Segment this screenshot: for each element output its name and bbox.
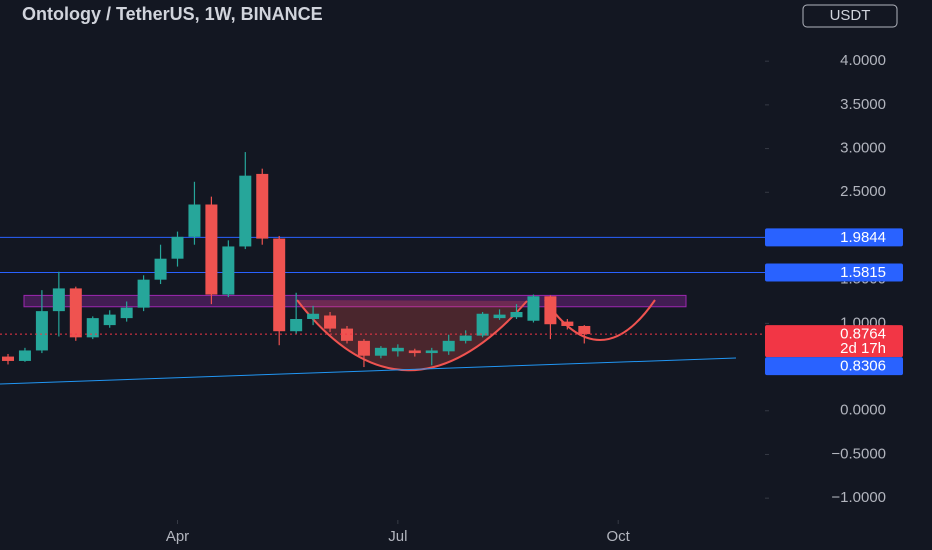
- x-tick-label: Oct: [607, 528, 631, 545]
- candle-body: [459, 335, 472, 341]
- y-tick-label: −1.0000: [831, 489, 886, 506]
- candle-body: [239, 175, 252, 247]
- candle-body: [290, 318, 303, 332]
- price-label: 1.5815: [840, 264, 886, 281]
- handle-curve: [544, 299, 656, 341]
- currency-button[interactable]: [802, 4, 898, 28]
- price-label: 1.9844: [840, 229, 886, 246]
- plot-area: Apr Jul Oct: [0, 152, 765, 545]
- trend-line: [0, 357, 737, 385]
- cup-fill: [297, 300, 527, 371]
- price-label-box: [765, 325, 903, 358]
- candle-body: [442, 340, 455, 352]
- candle-body: [256, 173, 269, 239]
- price-label-box: [765, 263, 903, 282]
- candle-body: [18, 350, 31, 361]
- y-tick-label: 0.0000: [840, 402, 886, 419]
- cup-curve: [296, 299, 528, 372]
- y-tick-label: 2.5000: [840, 183, 886, 200]
- candle-body: [324, 315, 337, 329]
- candle-body: [493, 314, 506, 319]
- y-tick-label: 4.0000: [840, 52, 886, 69]
- candle-body: [425, 350, 438, 354]
- y-tick-label: 3.5000: [840, 96, 886, 113]
- price-label: 0.8764: [840, 326, 886, 343]
- currency-label[interactable]: USDT: [830, 7, 871, 24]
- candle-body: [86, 318, 99, 338]
- x-tick-label: Apr: [166, 528, 189, 545]
- zone: [23, 294, 687, 308]
- chart-title: Ontology / TetherUS, 1W, BINANCE: [22, 4, 323, 24]
- price-label-box: [765, 228, 903, 247]
- y-tick-label: 3.0000: [840, 140, 886, 157]
- price-label: 0.8306: [840, 358, 886, 375]
- x-tick-label: Jul: [388, 528, 407, 545]
- candle-body: [273, 238, 286, 332]
- candle-body: [578, 325, 591, 335]
- candle-body: [120, 307, 133, 319]
- candle-body: [154, 258, 167, 280]
- candle-body: [374, 347, 387, 356]
- y-tick-label: −0.5000: [831, 445, 886, 462]
- candle-body: [391, 347, 404, 352]
- price-label-box: [765, 357, 903, 376]
- candle-body: [222, 246, 235, 295]
- countdown-label: 2d 17h: [840, 340, 886, 357]
- candle-body: [408, 350, 421, 354]
- candle-body: [137, 279, 150, 308]
- candle-body: [357, 340, 370, 356]
- candle-body: [69, 288, 82, 338]
- candle-body: [205, 204, 218, 295]
- candle-body: [35, 311, 48, 351]
- candle-body: [527, 296, 540, 321]
- candle-body: [476, 313, 489, 336]
- candle-body: [188, 204, 201, 237]
- price-axis: −1.0000−0.50000.00001.00001.50002.50003.…: [765, 52, 903, 506]
- candle-body: [52, 288, 65, 312]
- candle-body: [2, 356, 14, 361]
- candle-body: [171, 236, 184, 259]
- candle-body: [561, 321, 574, 326]
- candle-body: [341, 328, 353, 341]
- candle-body: [544, 296, 557, 325]
- candle-body: [103, 314, 116, 326]
- candle-body: [307, 313, 320, 319]
- candle-body: [510, 312, 523, 318]
